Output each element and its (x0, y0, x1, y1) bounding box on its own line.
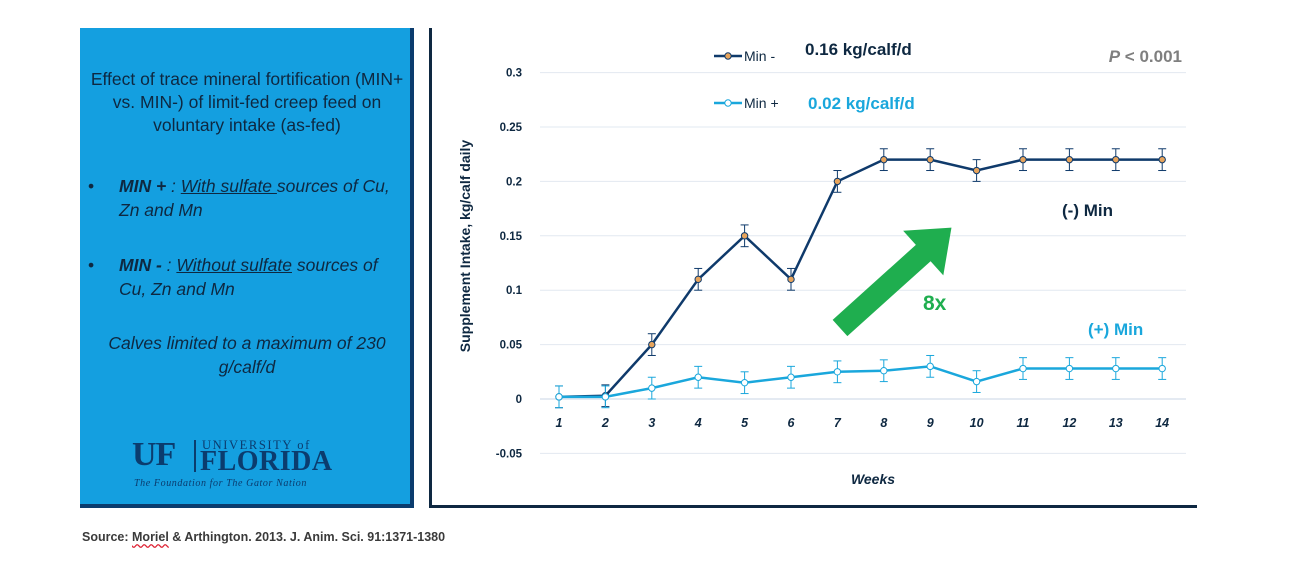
x-tick-label: 5 (741, 416, 749, 430)
logo-name: FLORIDA (200, 446, 333, 477)
source-citation: Source: Moriel & Arthington. 2013. J. An… (82, 530, 445, 544)
data-point (787, 275, 795, 284)
chart-frame-bottom (429, 505, 1197, 508)
x-axis-label: Weeks (851, 471, 895, 487)
info-panel: Effect of trace mineral fortification (M… (80, 28, 414, 508)
data-point (694, 275, 702, 284)
p-value: P < 0.001 (1109, 47, 1182, 66)
series-label-min-minus: (-) Min (1062, 201, 1113, 220)
legend-value-min-plus: 0.02 kg/calf/d (808, 94, 915, 113)
x-tick-label: 10 (970, 416, 984, 430)
legend-value-min-minus: 0.16 kg/calf/d (805, 40, 912, 59)
x-tick-label: 4 (694, 416, 702, 430)
y-tick-label: 0.3 (506, 68, 522, 80)
y-tick-label: 0 (516, 394, 522, 406)
data-point (1019, 364, 1027, 373)
x-tick-label: 14 (1155, 416, 1169, 430)
series-min-minus (555, 148, 1167, 409)
fold-change-annotation: 8x (923, 292, 947, 315)
legend-marker-min-minus (724, 52, 732, 60)
data-point (833, 177, 842, 186)
data-point (694, 373, 702, 381)
series-label-min-plus: (+) Min (1088, 320, 1143, 339)
increase-arrow (832, 227, 952, 337)
series-line-min-minus (558, 158, 1163, 399)
source-label: Source: (82, 530, 133, 544)
y-tick-label: -0.05 (496, 448, 523, 460)
legend-marker-min-plus (724, 99, 732, 107)
bullet-dot: • (88, 255, 95, 275)
x-tick-label: 7 (834, 416, 842, 430)
data-point (1158, 364, 1166, 373)
y-axis-label: Supplement Intake, kg/calf daily (457, 140, 473, 353)
x-tick-label: 1 (556, 416, 563, 430)
x-tick-labels: 1 2 3 4 5 6 7 8 9 10 11 12 13 14 (556, 416, 1170, 430)
series-line-min-plus (559, 365, 1163, 399)
x-tick-label: 6 (788, 416, 796, 430)
x-tick-label: 13 (1109, 416, 1123, 430)
data-point (648, 340, 656, 349)
data-point (648, 384, 656, 392)
data-point (1112, 155, 1120, 164)
data-point (972, 377, 981, 386)
y-tick-label: 0.15 (500, 231, 523, 243)
data-point (833, 368, 842, 376)
bullet-dot: • (88, 176, 95, 196)
bullet-rest: sources of Cu, Zn and Mn (119, 176, 390, 220)
source-author: Moriel (132, 530, 169, 544)
panel-note: Calves limited to a maximum of 230 g/cal… (108, 333, 386, 377)
data-point (740, 378, 749, 387)
data-point (787, 373, 795, 381)
bullet-sep: : (166, 255, 177, 275)
bullet-label: MIN + (119, 176, 172, 196)
p-rest: < 0.001 (1120, 47, 1182, 66)
series-layer (555, 148, 1167, 409)
x-tick-label: 8 (880, 416, 887, 430)
data-point (1019, 155, 1027, 164)
x-tick-label: 2 (601, 416, 609, 430)
legend-name-min-plus: Min + (744, 95, 779, 111)
bullet-sep: : (171, 176, 181, 196)
logo-university: UNIVERSITY of (202, 438, 311, 452)
uf-logo: UF UNIVERSITY of FLORIDA The Foundation … (132, 436, 392, 494)
y-tick-label: 0.2 (506, 176, 522, 188)
data-point (1158, 155, 1166, 164)
bullet-rest: sources of Cu, Zn and Mn (119, 255, 378, 299)
source-rest: & Arthington. 2013. J. Anim. Sci. 91:137… (168, 530, 446, 544)
y-tick-label: 0.1 (506, 285, 523, 297)
data-point (926, 362, 934, 371)
bullet-underlined: With sulfate (180, 176, 277, 196)
x-tick-label: 9 (927, 416, 934, 430)
data-point (1065, 364, 1074, 373)
logo-mark: UF (132, 436, 176, 473)
y-tick-label: 0.25 (500, 122, 523, 134)
x-tick-label: 11 (1017, 416, 1030, 430)
panel-title: Effect of trace mineral fortification (M… (90, 69, 404, 135)
chart-frame-left (429, 28, 432, 508)
p-symbol: P (1109, 47, 1121, 66)
data-point (880, 155, 888, 164)
series-min-plus (555, 354, 1167, 409)
data-point (880, 367, 888, 375)
logo-tagline: The Foundation for The Gator Nation (134, 478, 307, 489)
bullet-underlined: Without sulfate (176, 255, 292, 275)
data-point (1112, 364, 1120, 373)
x-tick-label: 3 (648, 416, 655, 430)
data-point (555, 393, 563, 401)
data-point (972, 166, 981, 175)
bullet-label: MIN - (119, 255, 167, 275)
data-point (740, 232, 749, 240)
y-tick-labels: 0.3 0.25 0.2 0.15 0.1 0.05 0 -0.05 (496, 68, 523, 461)
y-tick-label: 0.05 (500, 340, 523, 352)
gridlines (540, 72, 1186, 454)
legend: Min - 0.16 kg/calf/d Min + 0.02 kg/calf/… (714, 40, 915, 113)
data-point (601, 393, 610, 401)
data-point (926, 155, 934, 164)
legend-name-min-minus: Min - (744, 48, 775, 64)
data-point (1065, 155, 1074, 164)
logo-divider (194, 440, 196, 472)
x-tick-label: 12 (1062, 416, 1076, 430)
